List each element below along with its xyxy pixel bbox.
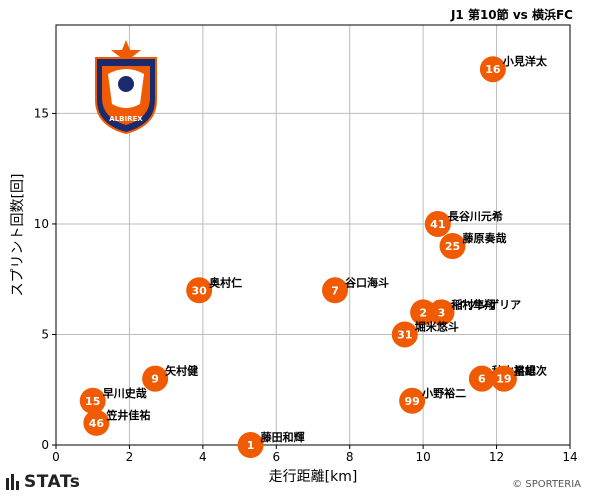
data-point: 3 稲村隼翔 — [428, 297, 496, 326]
point-marker — [83, 409, 110, 436]
player-number: 25 — [445, 240, 460, 253]
x-tick-label: 6 — [272, 450, 280, 464]
data-point: 7 谷口海斗 — [322, 275, 389, 304]
y-axis-title: スプリント回数[回] — [10, 174, 26, 297]
player-name: 早川史哉 — [103, 386, 147, 400]
player-number: 7 — [331, 284, 339, 297]
player-name: 奥村仁 — [208, 275, 242, 289]
chart-title: J1 第10節 vs 横浜FC — [450, 8, 573, 22]
player-number: 99 — [404, 395, 419, 408]
data-points: 16小見洋太41長谷川元希25藤原奏哉30奥村仁7谷口海斗2ジェイソンゲリア3稲… — [79, 54, 548, 458]
data-point: 1 藤田和輝 — [237, 430, 305, 458]
point-marker — [479, 56, 506, 83]
player-name: 堀米悠斗 — [415, 319, 459, 333]
stats-logo: STATs — [6, 472, 80, 492]
point-marker — [391, 321, 418, 348]
player-name: 長谷川元希 — [448, 209, 503, 223]
x-tick-label: 14 — [562, 450, 577, 464]
y-tick-label: 5 — [41, 327, 49, 341]
x-tick-label: 8 — [346, 450, 354, 464]
player-name: 稲村隼翔 — [452, 297, 496, 311]
stats-brand-text: STATs — [24, 472, 81, 492]
x-tick-label: 2 — [126, 450, 134, 464]
player-number: 15 — [85, 395, 100, 408]
point-marker — [468, 365, 495, 392]
copyright-notice: © SPORTERIA — [512, 479, 581, 490]
x-tick-label: 0 — [52, 450, 60, 464]
player-name: 谷口海斗 — [345, 275, 389, 289]
x-axis-title: 走行距離[km] — [269, 468, 358, 485]
player-number: 19 — [496, 373, 511, 386]
point-marker — [237, 432, 264, 458]
player-name: 小見洋太 — [502, 54, 548, 68]
point-marker — [142, 365, 169, 392]
player-number: 1 — [247, 439, 255, 452]
emblem-text: ALBIREX — [109, 115, 143, 123]
player-number: 46 — [89, 417, 105, 430]
x-tick-label: 4 — [199, 450, 207, 464]
player-name: ジェイソンゲリア — [433, 297, 521, 311]
plot-frame — [55, 24, 571, 446]
stats-bars-icon — [6, 474, 19, 490]
point-marker — [439, 233, 466, 260]
x-tick-label: 10 — [416, 450, 431, 464]
point-marker — [410, 299, 437, 326]
player-number: 2 — [419, 306, 427, 319]
player-number: 30 — [192, 284, 208, 297]
player-name: 星雄次 — [514, 364, 547, 378]
player-name: 藤原奏哉 — [463, 231, 507, 245]
point-marker — [490, 365, 517, 392]
player-name: 藤田和輝 — [261, 430, 305, 444]
point-marker — [322, 277, 349, 304]
y-tick-label: 10 — [34, 217, 49, 231]
point-marker — [424, 210, 451, 237]
data-point: 2 ジェイソンゲリア — [410, 297, 521, 326]
point-marker — [186, 277, 213, 304]
player-number: 16 — [485, 63, 501, 76]
player-number: 3 — [438, 306, 446, 319]
point-marker — [428, 299, 455, 326]
point-marker — [399, 387, 426, 414]
player-name: 矢村健 — [165, 364, 199, 378]
player-number: 6 — [478, 373, 486, 386]
player-number: 9 — [151, 373, 159, 386]
y-tick-label: 15 — [34, 106, 49, 120]
x-tick-label: 12 — [489, 450, 504, 464]
y-tick-label: 0 — [41, 438, 49, 452]
player-name: 小野裕二 — [421, 386, 466, 400]
player-number: 41 — [430, 218, 445, 231]
point-marker — [79, 387, 106, 414]
data-point: 9 矢村健 — [142, 364, 199, 392]
player-number: 31 — [397, 328, 412, 341]
player-name: 笠井佳祐 — [105, 408, 150, 422]
club-emblem: ALBIREX — [95, 40, 157, 135]
